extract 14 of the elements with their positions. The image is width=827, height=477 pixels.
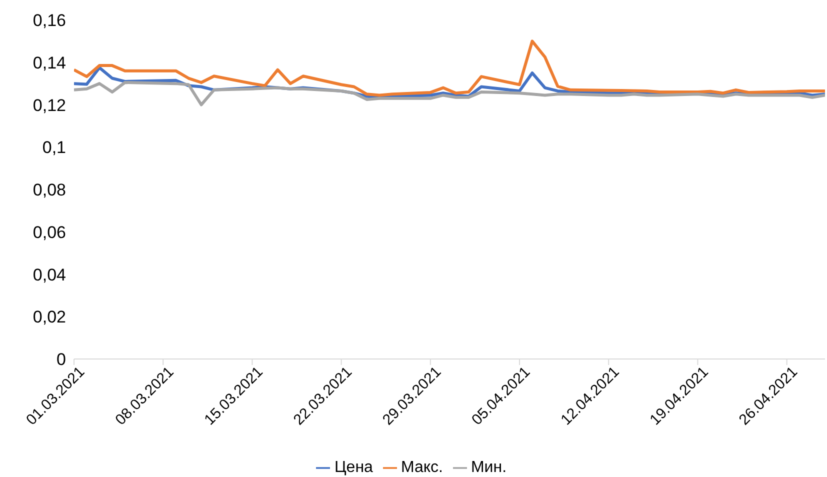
y-tick-label: 0,04 xyxy=(32,265,66,284)
line-series xyxy=(74,81,825,106)
y-tick-label: 0,1 xyxy=(42,138,66,158)
legend-label: Цена xyxy=(334,459,373,476)
y-tick-label: 0,08 xyxy=(32,180,66,200)
legend-label: Мин. xyxy=(470,459,507,476)
legend-label: Макс. xyxy=(400,459,443,476)
y-tick-label: 0,06 xyxy=(32,222,66,242)
y-tick-label: 0 xyxy=(56,350,66,370)
y-tick-label: 0,16 xyxy=(32,11,66,30)
y-tick-label: 0,02 xyxy=(32,308,66,327)
y-tick-label: 0,12 xyxy=(32,96,66,115)
line-series xyxy=(74,40,825,97)
y-tick-label: 0,14 xyxy=(32,53,66,72)
